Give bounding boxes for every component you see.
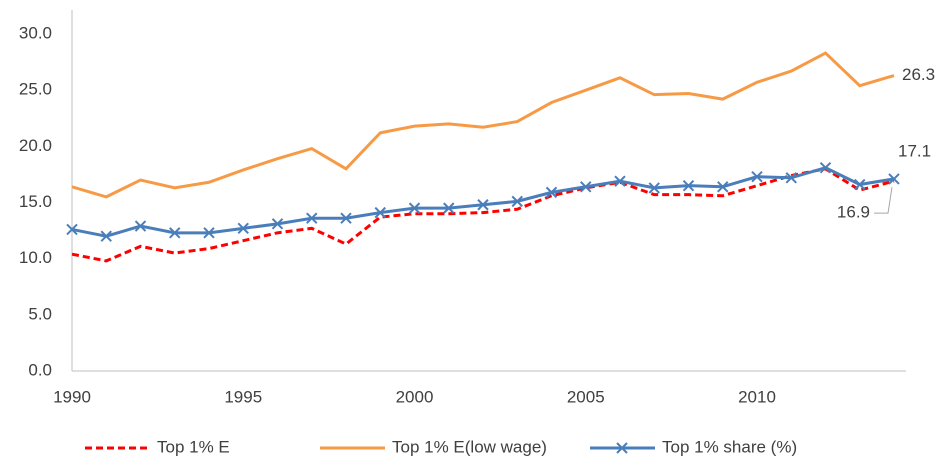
marker (648, 182, 660, 194)
data-label: 16.9 (837, 203, 870, 222)
legend-label: Top 1% share (%) (662, 437, 797, 456)
y-tick-label: 20.0 (19, 136, 52, 155)
legend-marker (616, 442, 628, 454)
legend-label: Top 1% E(low wage) (392, 437, 547, 456)
y-tick-label: 5.0 (28, 304, 52, 323)
data-label: 26.3 (902, 65, 935, 84)
marker (306, 212, 318, 224)
marker (785, 172, 797, 184)
series-line (71, 166, 895, 238)
marker (614, 175, 626, 187)
marker (545, 186, 558, 199)
legend-label: Top 1% E (157, 437, 230, 456)
y-tick-label: 0.0 (28, 360, 52, 379)
marker (100, 230, 112, 242)
marker (340, 212, 352, 224)
x-tick-label: 1995 (224, 387, 262, 406)
marker (511, 195, 523, 208)
marker (717, 181, 729, 193)
x-tick-label: 2005 (567, 387, 605, 406)
series-line (71, 167, 895, 263)
y-tick-label: 25.0 (19, 80, 52, 99)
x-tick-label: 1990 (53, 387, 91, 406)
marker (66, 223, 78, 236)
marker (203, 227, 215, 239)
y-tick-label: 30.0 (19, 23, 52, 42)
y-tick-label: 15.0 (19, 192, 52, 211)
marker (682, 179, 695, 192)
y-tick-label: 10.0 (19, 248, 52, 267)
marker (580, 181, 592, 193)
marker (819, 161, 832, 174)
marker (237, 222, 249, 235)
marker (888, 173, 900, 185)
marker (374, 206, 386, 219)
marker (477, 199, 489, 211)
series-line (71, 51, 895, 199)
marker (271, 218, 284, 230)
x-tick-label: 2000 (396, 387, 434, 406)
marker (854, 178, 866, 191)
leader-line (874, 187, 893, 214)
marker (169, 227, 181, 239)
marker (134, 220, 147, 232)
marker (408, 202, 421, 214)
marker (751, 170, 763, 183)
x-tick-label: 2010 (738, 387, 776, 406)
marker (443, 202, 455, 214)
data-label: 17.1 (898, 141, 931, 160)
